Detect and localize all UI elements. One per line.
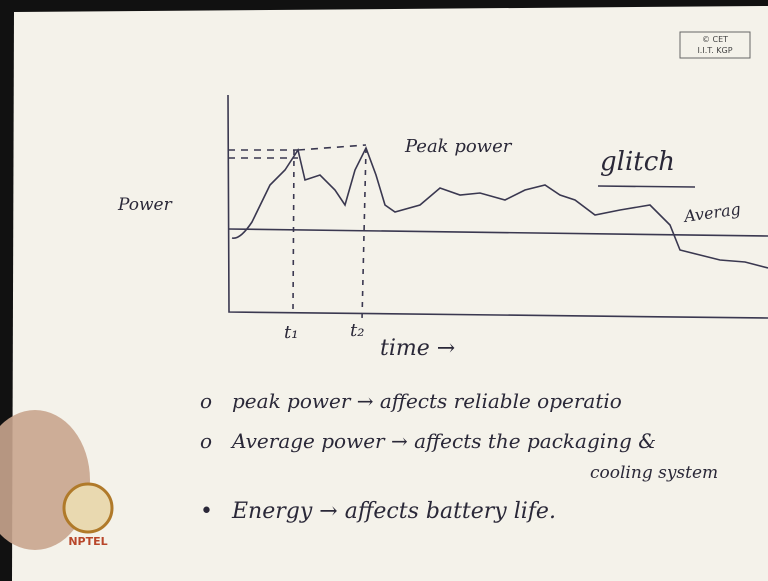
watermark: NPTEL [68,535,107,548]
logo-line: I.I.T. KGP [697,46,732,55]
screenshot: © CET I.I.T. KGP Power Peak power glitch… [0,0,768,581]
note-text: peak power → affects reliable operatio [232,389,622,413]
t2-label: t₂ [350,320,364,341]
note-bullet: • [200,499,213,524]
note-text: Average power → affects the packaging & [230,429,656,453]
x-label: time → [380,336,455,361]
y-label: Power [117,195,173,215]
nptel-logo [64,484,112,532]
note-text: cooling system [590,463,718,483]
page: © CET I.I.T. KGP Power Peak power glitch… [0,0,768,581]
peak-label: Peak power [404,136,513,157]
note-text: Energy → affects battery life. [231,499,556,524]
glitch-underline [598,186,695,187]
glitch-label: glitch [600,147,675,177]
paper [12,6,768,581]
t1-label: t₁ [284,322,298,343]
note-bullet: o [200,429,212,453]
note-bullet: o [200,389,212,413]
logo-line: © CET [702,35,728,44]
